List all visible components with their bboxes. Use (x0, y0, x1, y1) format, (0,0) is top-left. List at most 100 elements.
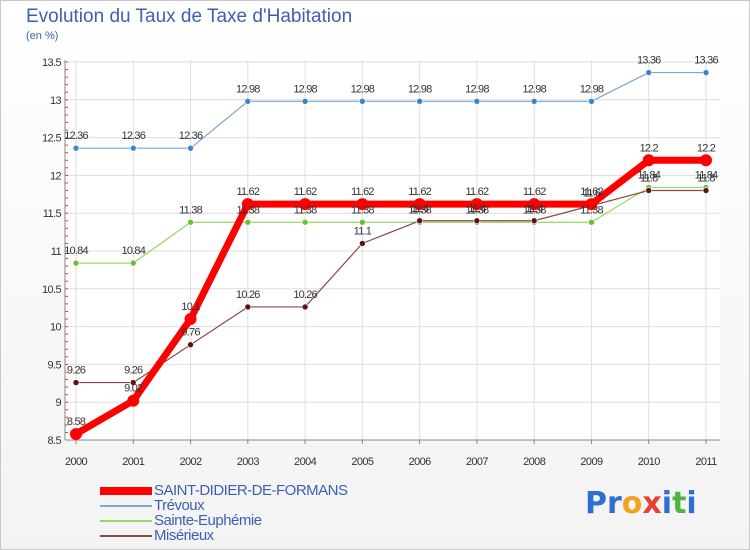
logo-letter: x (642, 486, 662, 521)
data-label: 11.4 (525, 203, 543, 215)
data-label: 12.98 (351, 83, 375, 95)
data-point (530, 98, 538, 105)
data-point (473, 217, 481, 225)
data-point (301, 218, 309, 226)
data-label: 11.6 (583, 188, 601, 200)
data-label: 12.98 (580, 83, 604, 95)
data-point (70, 427, 82, 440)
legend-swatch (100, 505, 152, 507)
x-tick-label: 2007 (466, 456, 489, 468)
data-point (129, 259, 137, 267)
data-label: 13.36 (637, 55, 661, 67)
y-tick-label: 11.5 (43, 208, 62, 220)
data-point (187, 218, 194, 226)
data-label: 10.26 (236, 289, 260, 301)
x-tick-label: 2008 (523, 456, 546, 468)
x-tick-label: 2003 (237, 456, 260, 468)
logo-letter: t (672, 486, 687, 521)
data-point (129, 144, 137, 152)
data-point (585, 198, 598, 211)
data-label: 11.4 (468, 203, 486, 215)
data-point (702, 187, 710, 194)
data-label: 11.38 (408, 204, 431, 216)
logo-letter: P (585, 486, 607, 521)
y-tick-label: 8.5 (48, 435, 62, 447)
data-point (72, 379, 80, 386)
data-label: 11.62 (236, 186, 259, 198)
data-label: 11.1 (354, 225, 372, 237)
series-line (75, 71, 707, 149)
y-tick-label: 11 (51, 246, 62, 258)
data-point (702, 69, 710, 76)
data-label: 11.62 (466, 186, 489, 198)
legend-label: SAINT-DIDIER-DE-FORMANS (154, 482, 348, 499)
data-point (645, 69, 653, 76)
data-label: 11.38 (580, 204, 603, 216)
series-line (75, 189, 707, 384)
data-point (642, 154, 655, 167)
data-label: 12.98 (408, 83, 432, 95)
y-tick-label: 13 (50, 95, 62, 107)
data-point (473, 98, 481, 105)
data-label: 11.84 (695, 169, 718, 181)
data-point (244, 98, 252, 105)
data-label: 11.62 (408, 186, 431, 198)
data-label: 11.62 (580, 186, 603, 198)
legend-label: Sainte-Euphémie (154, 512, 262, 529)
logo-letter: o (621, 486, 643, 521)
data-label: 11.38 (236, 204, 259, 216)
logo-letter: i (686, 486, 697, 521)
series-line (72, 156, 710, 438)
data-point (356, 198, 369, 211)
axes: 8.5 9 9.5 10 10.5 11 11.5 12 12.5 13 13.5 2000 2001 2… (42, 57, 720, 468)
data-label: 11.38 (523, 204, 546, 216)
data-point (470, 198, 483, 211)
grid-lines (65, 60, 720, 441)
data-label: 9.26 (67, 365, 86, 377)
data-label: 9.26 (124, 365, 143, 377)
series-line (75, 186, 707, 264)
legend-swatch (100, 520, 152, 522)
data-label: 9.02 (124, 383, 143, 395)
data-label: 12.98 (465, 83, 489, 95)
data-point (72, 144, 80, 152)
proxiti-logo: Proxiti (585, 486, 697, 521)
data-point (528, 198, 541, 211)
data-point (127, 394, 140, 407)
logo-letter: r (607, 486, 622, 521)
data-label: 10.26 (293, 289, 317, 301)
data-point (416, 217, 423, 225)
data-point (416, 98, 423, 105)
data-label: 11.38 (466, 204, 489, 216)
data-point (359, 240, 366, 247)
data-point (244, 218, 252, 226)
legend-swatch (100, 487, 152, 495)
data-point (700, 154, 712, 167)
data-label: 10.1 (181, 301, 200, 313)
data-point (530, 217, 538, 225)
x-tick-label: 2004 (294, 456, 317, 468)
data-label: 11.62 (523, 186, 546, 198)
logo-letter: i (661, 486, 673, 521)
data-label: 11.62 (294, 186, 317, 198)
x-tick-label: 2009 (580, 456, 603, 468)
data-point (359, 218, 366, 226)
data-label: 12.98 (522, 83, 546, 95)
data-point (588, 218, 595, 226)
y-tick-label: 9.5 (48, 359, 62, 371)
x-tick-label: 2002 (180, 456, 203, 468)
data-label: 11.38 (179, 204, 202, 216)
data-point (244, 303, 252, 311)
data-point (299, 198, 312, 211)
x-tick-label: 2000 (65, 456, 88, 468)
data-label: 11.38 (351, 204, 374, 216)
data-point (187, 144, 194, 152)
data-point (129, 379, 137, 386)
data-point (184, 313, 197, 326)
data-label: 12.36 (64, 130, 88, 142)
x-tick-label: 2006 (409, 456, 432, 468)
y-tick-label: 12.5 (42, 133, 61, 145)
data-label: 10.84 (64, 245, 88, 257)
data-point (645, 187, 653, 194)
